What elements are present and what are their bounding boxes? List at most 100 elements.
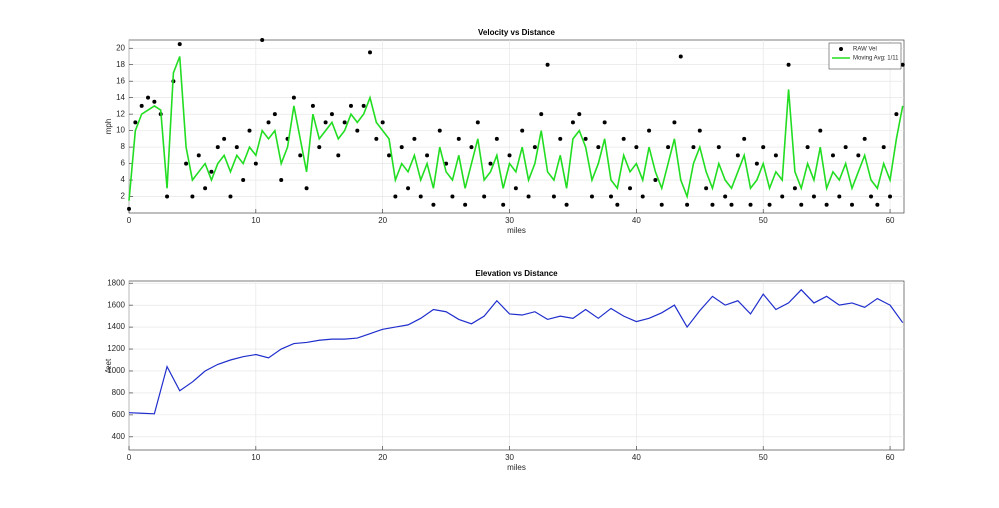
axes: 0 10 20 30 40 50 60 400 600 800 1000 1200 1400 1600 18…: [104, 269, 905, 472]
data-point: [215, 145, 220, 150]
data-point: [348, 103, 353, 108]
x-tick-label: 0: [127, 453, 132, 462]
data-point: [361, 103, 366, 108]
data-point: [881, 145, 886, 150]
data-point: [539, 112, 544, 117]
x-tick-label: 50: [759, 216, 768, 225]
data-point: [501, 202, 506, 207]
data-point: [602, 120, 607, 125]
data-point: [666, 145, 671, 150]
data-point: [146, 95, 151, 100]
data-point: [374, 136, 379, 141]
data-point: [685, 202, 690, 207]
chart-title: Elevation vs Distance: [475, 269, 558, 278]
data-point: [431, 202, 436, 207]
data-point: [272, 112, 277, 117]
data-point: [558, 136, 563, 141]
data-point: [412, 136, 417, 141]
y-tick-label: 6: [121, 159, 126, 168]
x-tick-label: 10: [251, 453, 260, 462]
y-tick-label: 1600: [107, 300, 125, 309]
data-point: [577, 112, 582, 117]
data-point: [513, 186, 518, 191]
legend-marker: [839, 47, 843, 51]
data-point: [596, 145, 601, 150]
data-point: [799, 202, 804, 207]
data-point: [564, 202, 569, 207]
data-point: [621, 136, 626, 141]
data-point: [551, 194, 556, 199]
data-point: [818, 128, 823, 133]
data-point: [742, 136, 747, 141]
y-axis-label: feet: [104, 358, 113, 372]
data-point: [456, 136, 461, 141]
data-line: [128, 56, 904, 201]
data-point: [710, 202, 715, 207]
data-point: [139, 103, 144, 108]
data-point: [767, 202, 772, 207]
y-tick-label: 10: [116, 126, 125, 135]
legend: RAW Vel Moving Avg: 1/11: [828, 42, 902, 70]
data-point: [716, 145, 721, 150]
data-point: [203, 186, 208, 191]
data-point: [298, 153, 303, 158]
y-tick-label: 1000: [107, 366, 125, 375]
x-tick-label: 20: [378, 453, 387, 462]
data-point: [234, 145, 239, 150]
y-axis-label: mph: [104, 119, 113, 135]
y-tick-label: 18: [116, 60, 125, 69]
data-point: [786, 62, 791, 67]
data-point: [494, 136, 499, 141]
data-point: [279, 178, 284, 183]
legend-label: RAW Vel: [853, 47, 877, 53]
data-point: [691, 145, 696, 150]
data-point: [608, 194, 613, 199]
data-line: [128, 288, 904, 415]
x-tick-label: 50: [759, 453, 768, 462]
y-tick-label: 4: [121, 175, 126, 184]
data-point: [336, 153, 341, 158]
plot-area: [128, 39, 905, 214]
data-point: [418, 194, 423, 199]
data-point: [723, 194, 728, 199]
data-point: [735, 153, 740, 158]
data-point: [177, 42, 182, 47]
data-point: [748, 202, 753, 207]
data-point: [260, 38, 265, 42]
x-tick-label: 0: [127, 216, 132, 225]
data-point: [222, 136, 227, 141]
data-point: [152, 99, 157, 104]
data-point: [811, 194, 816, 199]
data-point: [165, 194, 170, 199]
data-point: [367, 50, 372, 55]
data-point: [209, 169, 214, 174]
y-tick-label: 12: [116, 109, 125, 118]
data-point: [805, 145, 810, 150]
data-point: [843, 145, 848, 150]
data-point: [634, 145, 639, 150]
y-tick-label: 1400: [107, 322, 125, 331]
data-point: [393, 194, 398, 199]
y-tick-label: 800: [112, 388, 126, 397]
data-point: [475, 120, 480, 125]
data-point: [463, 202, 468, 207]
data-point: [888, 194, 893, 199]
x-axis-label: miles: [507, 463, 526, 472]
data-point: [647, 128, 652, 133]
data-point: [659, 202, 664, 207]
x-tick-label: 40: [632, 216, 641, 225]
data-point: [387, 153, 392, 158]
data-point: [304, 186, 309, 191]
data-point: [875, 202, 880, 207]
data-point: [488, 161, 493, 166]
data-point: [856, 153, 861, 158]
data-point: [754, 161, 759, 166]
data-point: [184, 161, 189, 166]
y-tick-label: 14: [116, 93, 125, 102]
data-point: [824, 202, 829, 207]
data-point: [266, 120, 271, 125]
data-point: [773, 153, 778, 158]
data-point: [589, 194, 594, 199]
data-point: [837, 194, 842, 199]
data-point: [127, 206, 131, 211]
